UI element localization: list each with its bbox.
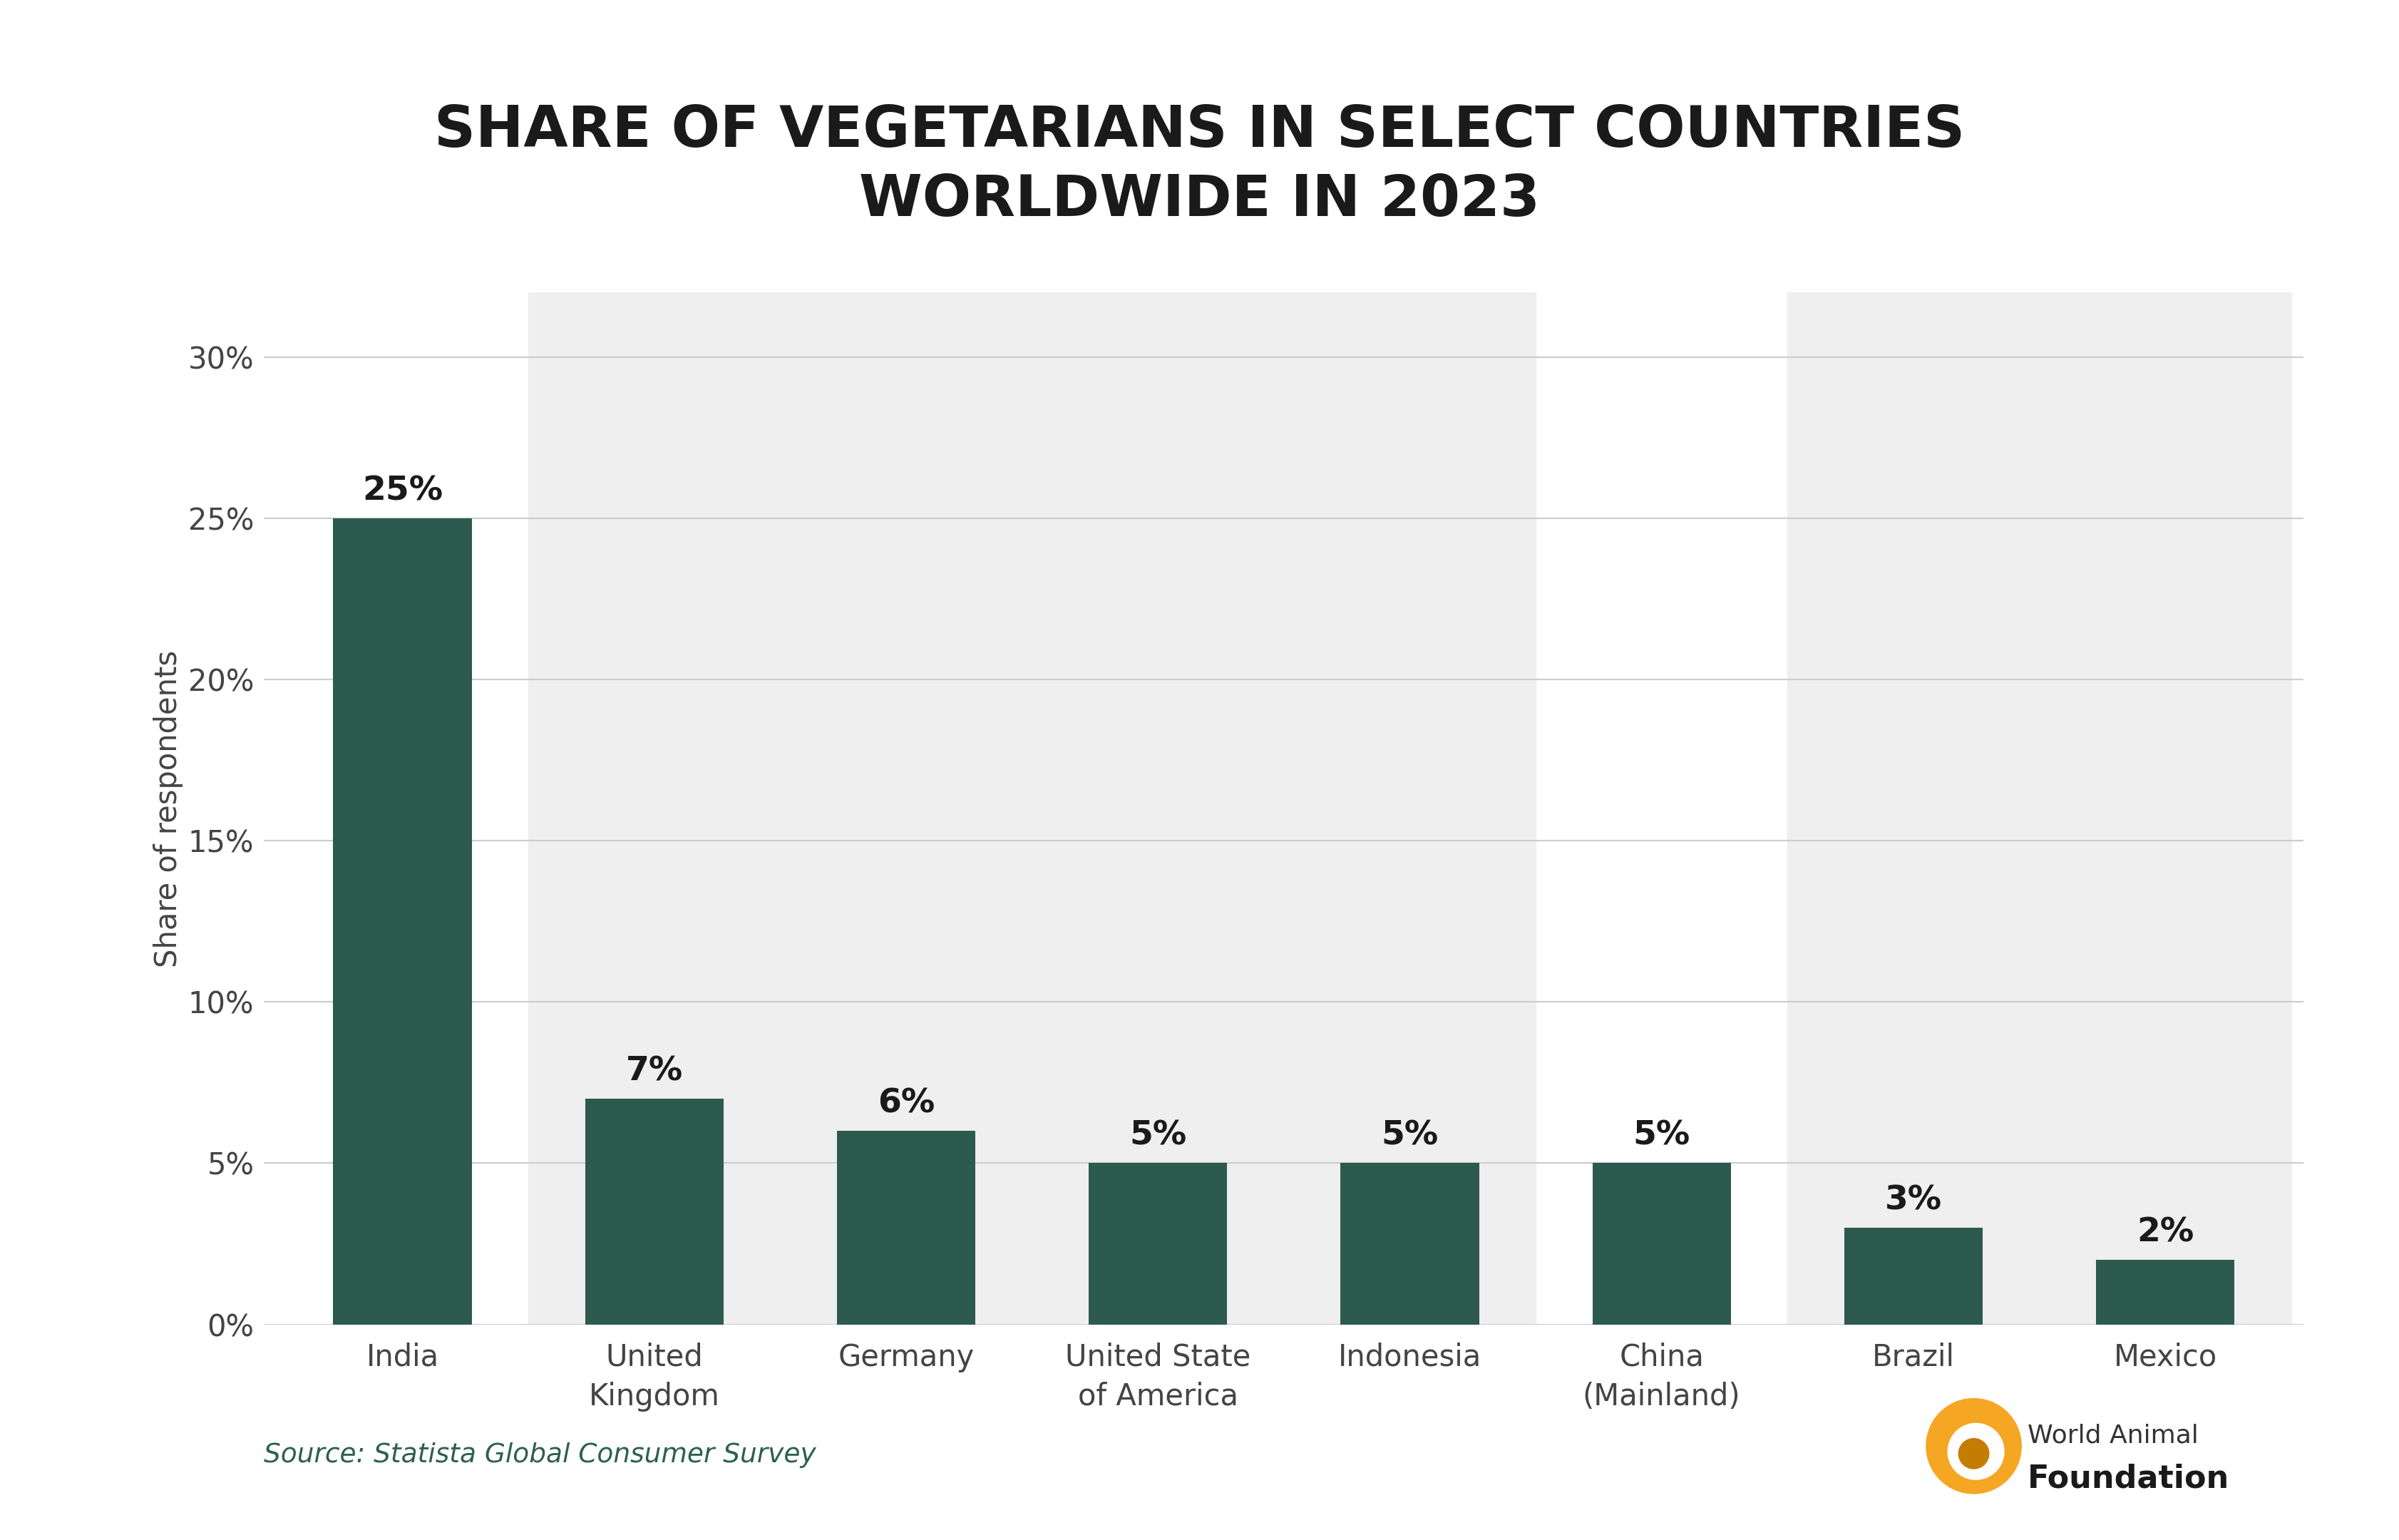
- Bar: [333, 519, 473, 1324]
- Bar: [1032, 293, 1535, 1324]
- Bar: [2094, 1260, 2233, 1324]
- Y-axis label: Share of respondents: Share of respondents: [154, 650, 182, 967]
- Bar: [585, 1098, 724, 1324]
- Circle shape: [1958, 1438, 1989, 1469]
- Bar: [528, 293, 1032, 1324]
- Text: Source: Statista Global Consumer Survey: Source: Statista Global Consumer Survey: [264, 1443, 816, 1468]
- Bar: [1842, 1227, 1982, 1324]
- Text: 2%: 2%: [2135, 1217, 2193, 1249]
- Bar: [1593, 1163, 1730, 1324]
- Bar: [1341, 1163, 1478, 1324]
- Text: 5%: 5%: [1130, 1120, 1185, 1152]
- Text: Foundation: Foundation: [2027, 1463, 2229, 1494]
- Circle shape: [1948, 1423, 2003, 1480]
- Text: 7%: 7%: [626, 1055, 684, 1087]
- Text: 25%: 25%: [362, 474, 444, 507]
- Text: 5%: 5%: [1382, 1120, 1437, 1152]
- Text: WORLDWIDE IN 2023: WORLDWIDE IN 2023: [859, 172, 1540, 228]
- Bar: [1787, 293, 2291, 1324]
- Circle shape: [1926, 1398, 2020, 1494]
- Bar: [837, 1130, 974, 1324]
- Text: World Animal: World Animal: [2027, 1423, 2197, 1448]
- Text: SHARE OF VEGETARIANS IN SELECT COUNTRIES: SHARE OF VEGETARIANS IN SELECT COUNTRIES: [434, 103, 1965, 159]
- Bar: [1089, 1163, 1226, 1324]
- Text: 3%: 3%: [1883, 1184, 1941, 1217]
- Text: 6%: 6%: [878, 1087, 936, 1120]
- Text: 5%: 5%: [1631, 1120, 1689, 1152]
